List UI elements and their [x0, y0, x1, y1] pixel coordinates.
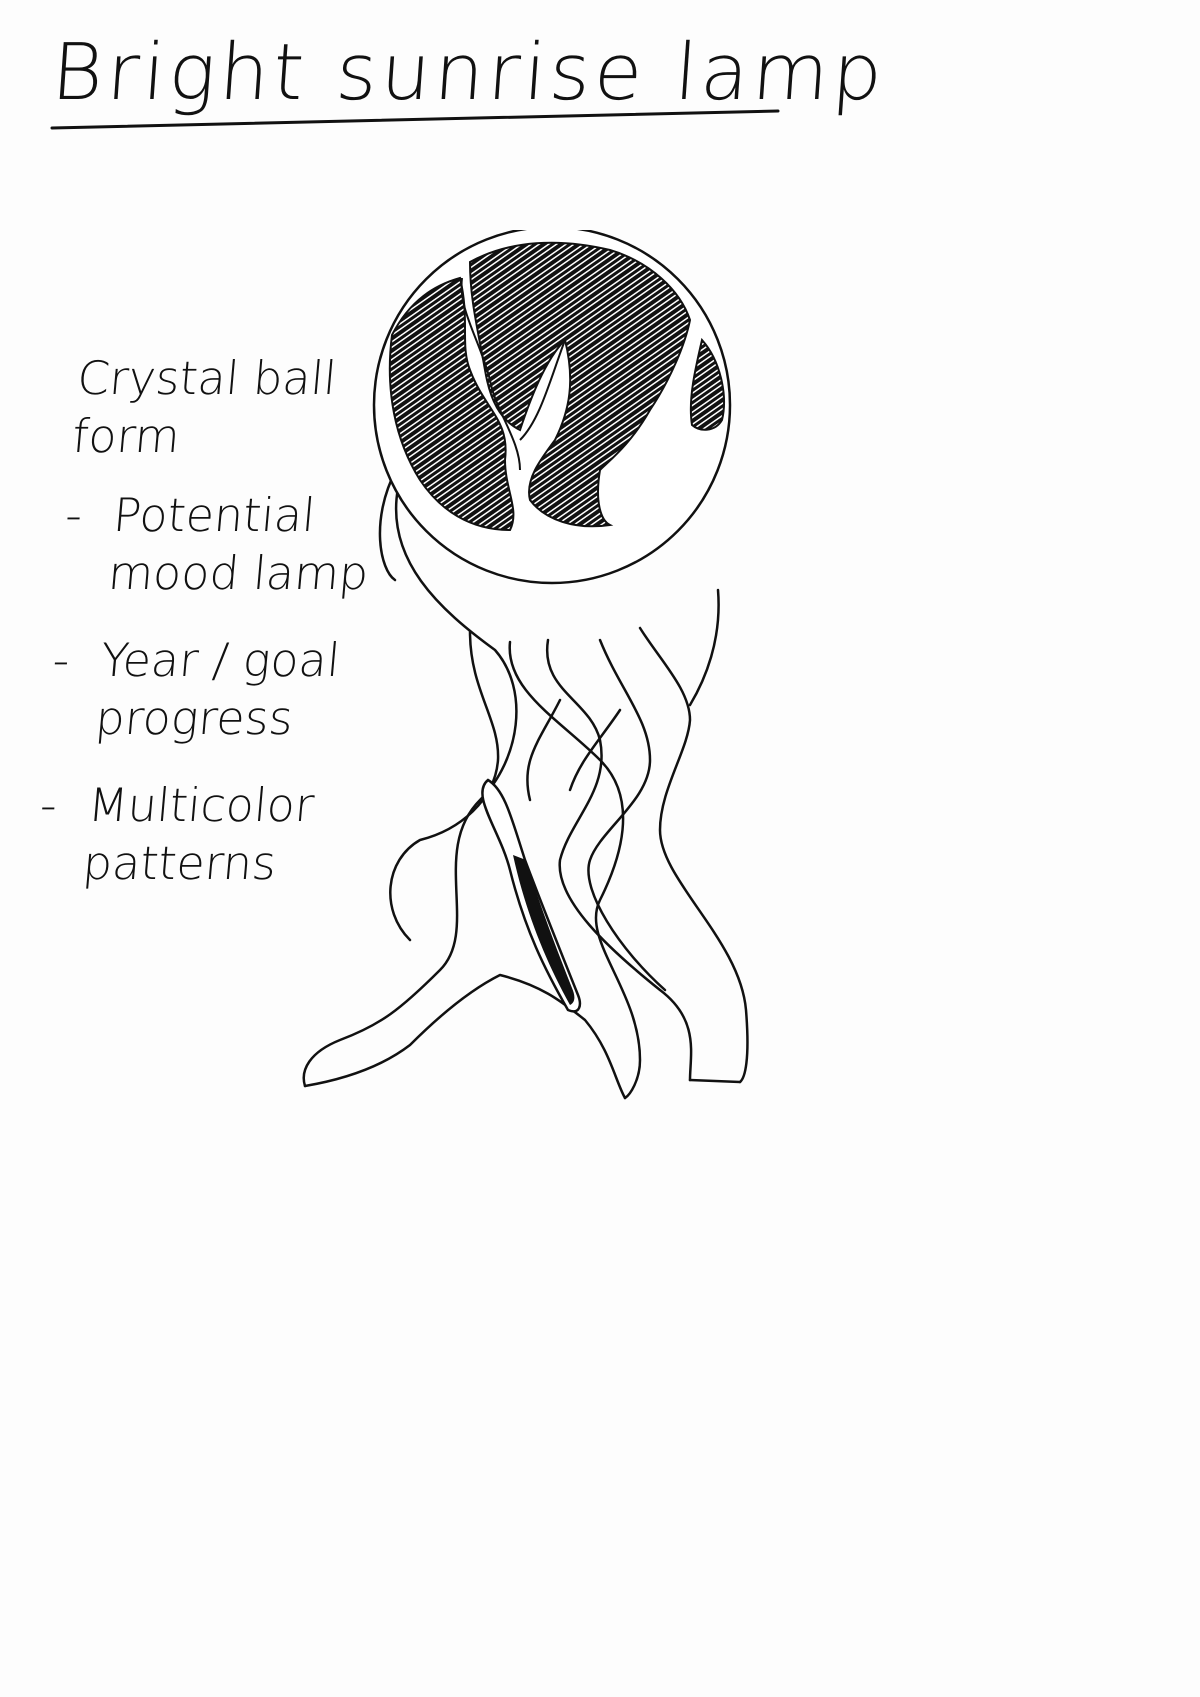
title-underline — [50, 109, 780, 130]
crystal-ball — [372, 230, 732, 585]
page-title: Bright sunrise lamp — [48, 28, 890, 118]
lamp-stand — [302, 468, 749, 1100]
crystal-ball-lamp-sketch-icon — [302, 230, 749, 1100]
leg-highlight — [481, 778, 582, 1013]
